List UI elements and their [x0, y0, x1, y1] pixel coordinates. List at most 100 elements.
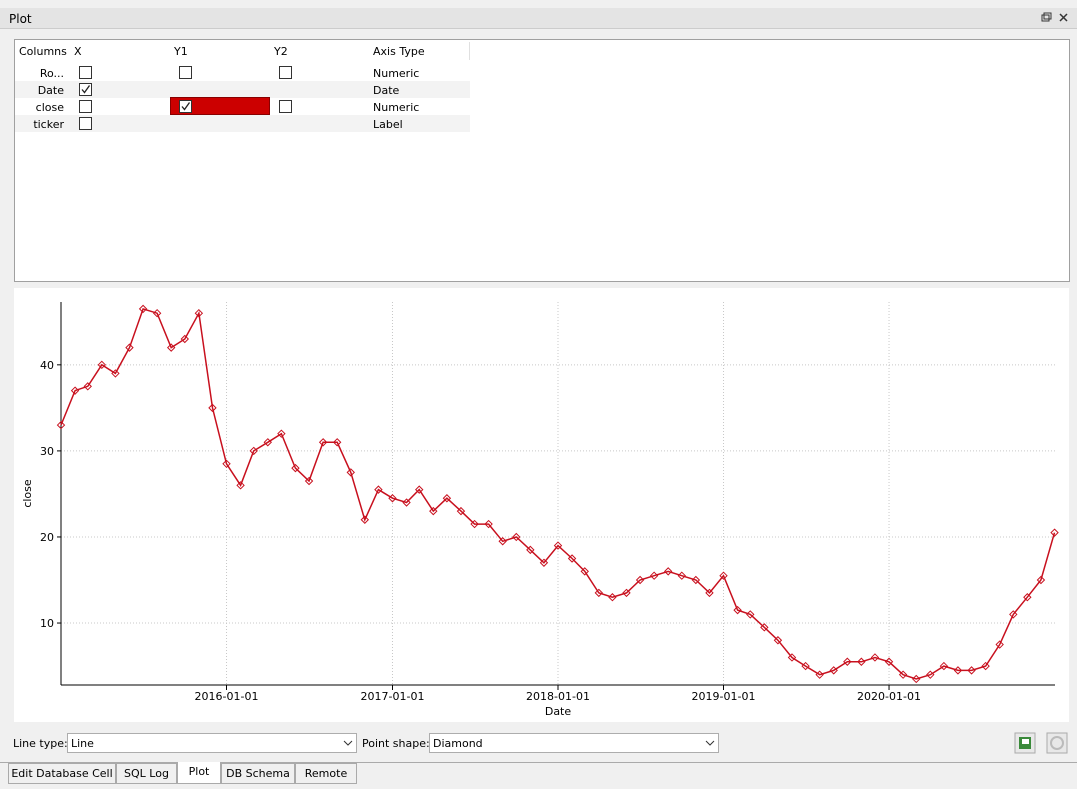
point-marker	[1050, 528, 1059, 537]
point-marker	[953, 666, 963, 675]
point-marker	[374, 485, 383, 494]
column-header: Columns	[19, 45, 67, 58]
dropdown-arrow	[705, 740, 715, 746]
checkbox[interactable]	[79, 66, 92, 79]
series-color	[170, 97, 270, 115]
tab[interactable]: SQL Log	[116, 763, 177, 784]
point-marker	[733, 605, 742, 615]
tab-bar-line	[0, 762, 1077, 763]
y-axis-label: close	[21, 479, 34, 508]
tab[interactable]: Edit Database Cell	[8, 763, 116, 784]
point-marker	[304, 476, 314, 486]
point-marker	[677, 571, 687, 580]
point-marker	[553, 541, 563, 550]
title-bar	[0, 8, 1077, 29]
point-marker	[470, 519, 479, 529]
check-mark	[81, 85, 91, 94]
row-name: ticker	[33, 118, 64, 131]
checkbox[interactable]	[179, 66, 192, 79]
point-marker	[1023, 593, 1032, 602]
column-header: Y2	[274, 45, 288, 58]
point-marker	[746, 610, 755, 619]
row-name: close	[35, 101, 64, 114]
point-marker	[111, 369, 120, 378]
point-marker	[870, 653, 880, 662]
point-marker	[249, 446, 258, 456]
point-marker	[152, 308, 162, 318]
line-type-value: Line	[71, 737, 94, 750]
checkbox[interactable]	[279, 66, 292, 79]
point-marker	[539, 558, 549, 567]
point-marker	[318, 438, 328, 447]
tab[interactable]: DB Schema	[221, 763, 295, 784]
point-marker	[277, 429, 286, 438]
x-tick-label: 2017-01-01	[361, 690, 425, 703]
column-header: Y1	[174, 45, 188, 58]
point-marker	[125, 343, 134, 352]
point-marker	[263, 438, 272, 447]
point-marker	[691, 575, 701, 585]
point-marker	[843, 657, 852, 666]
x-tick-label: 2019-01-01	[692, 690, 756, 703]
x-axis-label: Date	[545, 705, 572, 718]
chart: 10 20 30 40 2016-01-01 2017-01-01 2018-01-01 20…	[14, 288, 1069, 722]
point-marker	[56, 420, 66, 430]
checkbox[interactable]	[79, 117, 92, 130]
point-marker	[580, 567, 589, 576]
column-header: X	[74, 45, 82, 58]
dropdown-arrow	[343, 740, 353, 746]
point-marker	[622, 588, 631, 598]
point-marker	[926, 670, 935, 679]
point-marker	[332, 438, 342, 447]
x-tick-label: 2020-01-01	[857, 690, 921, 703]
point-marker	[236, 481, 245, 490]
check-path	[81, 85, 91, 94]
point-marker	[635, 575, 645, 585]
point-marker	[70, 386, 80, 395]
point-marker	[429, 506, 438, 516]
point-marker	[83, 382, 92, 391]
point-marker	[939, 661, 949, 671]
point-marker	[787, 653, 797, 662]
header-divider	[469, 42, 470, 60]
point-marker	[829, 666, 838, 675]
point-marker	[484, 519, 493, 529]
checkbox[interactable]	[179, 100, 192, 113]
point-marker	[222, 459, 231, 469]
point-marker	[180, 334, 190, 344]
row-stripe	[15, 81, 470, 98]
row-name: Date	[37, 84, 64, 97]
point-marker	[760, 623, 769, 632]
toolbar-buttons[interactable]	[1014, 732, 1070, 754]
panel-title: Plot	[9, 12, 32, 26]
point-shape-combo[interactable]: Diamond	[429, 733, 719, 753]
point-marker	[594, 588, 604, 598]
column-header: Axis Type	[373, 45, 425, 58]
point-marker	[166, 343, 176, 352]
point-marker	[981, 661, 990, 671]
point-marker	[773, 636, 783, 645]
point-marker	[512, 532, 521, 542]
point-marker	[608, 593, 617, 602]
point-marker	[898, 670, 908, 679]
point-marker	[1009, 610, 1018, 619]
point-marker	[138, 304, 148, 314]
series-line	[60, 307, 1056, 680]
tab[interactable]: Remote	[295, 763, 357, 784]
point-marker	[415, 485, 424, 494]
line-type-combo[interactable]: Line	[67, 733, 357, 753]
point-marker	[402, 498, 411, 507]
point-marker	[967, 666, 976, 675]
point-marker	[857, 657, 866, 666]
checkbox[interactable]	[279, 100, 292, 113]
line-type-label: Line type:	[13, 737, 68, 750]
point-marker	[360, 515, 370, 524]
x-tick-label: 2018-01-01	[526, 690, 590, 703]
point-marker	[567, 554, 577, 563]
checkbox[interactable]	[79, 100, 92, 113]
point-marker	[194, 308, 204, 318]
tab[interactable]: Plot	[177, 762, 221, 784]
checkbox[interactable]	[79, 83, 92, 96]
window-buttons[interactable]	[1040, 12, 1070, 24]
